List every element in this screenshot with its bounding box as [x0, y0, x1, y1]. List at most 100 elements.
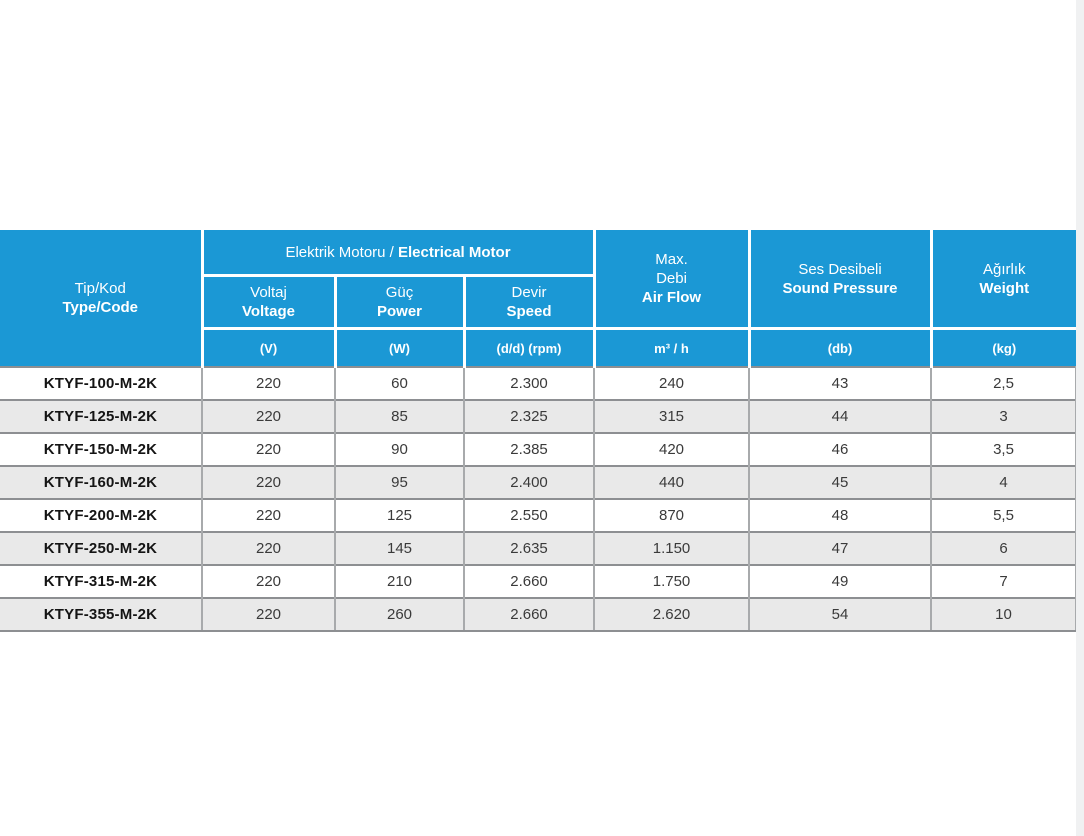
cell-speed: 2.300	[462, 366, 595, 400]
cell-sound-pressure: 45	[748, 465, 932, 499]
unit-speed: (d/d) (rpm)	[462, 328, 595, 367]
cell-type-code: KTYF-250-M-2K	[0, 531, 202, 565]
cell-air-flow: 1.150	[593, 531, 750, 565]
cell-weight: 2,5	[930, 366, 1078, 400]
header-air-flow-en: Air Flow	[641, 289, 702, 306]
header-power: Güç Power	[333, 275, 464, 330]
cell-weight: 6	[930, 531, 1078, 565]
cell-power: 95	[334, 465, 464, 499]
cell-air-flow: 420	[593, 432, 750, 466]
header-electrical-motor-group: Elektrik Motoru / Electrical Motor	[200, 230, 595, 277]
cell-power: 145	[334, 531, 464, 565]
cell-air-flow: 2.620	[593, 597, 750, 632]
cell-air-flow: 1.750	[593, 564, 750, 598]
cell-type-code: KTYF-100-M-2K	[0, 366, 202, 400]
cell-power: 125	[334, 498, 464, 532]
spec-table-body: KTYF-100-M-2K 220 60 2.300 240 43 2,5 KT…	[0, 366, 1078, 632]
table-row: KTYF-315-M-2K 220 210 2.660 1.750 49 7	[0, 564, 1078, 598]
header-air-flow-line1: Max.	[655, 251, 688, 268]
cell-weight: 3	[930, 399, 1078, 433]
cell-weight: 5,5	[930, 498, 1078, 532]
unit-weight: (kg)	[929, 328, 1077, 367]
table-row: KTYF-200-M-2K 220 125 2.550 870 48 5,5	[0, 498, 1078, 532]
unit-voltage: (V)	[200, 328, 335, 367]
cell-air-flow: 315	[593, 399, 750, 433]
table-row: KTYF-100-M-2K 220 60 2.300 240 43 2,5	[0, 366, 1078, 400]
cell-weight: 4	[930, 465, 1078, 499]
header-voltage-en: Voltage	[241, 303, 296, 320]
table-row: KTYF-160-M-2K 220 95 2.400 440 45 4	[0, 465, 1078, 499]
header-motor-group-en: Electrical Motor	[398, 243, 511, 261]
header-voltage: Voltaj Voltage	[200, 275, 335, 330]
page-right-margin	[1076, 0, 1084, 836]
header-sound-pressure-tr: Ses Desibeli	[798, 260, 882, 278]
cell-weight: 7	[930, 564, 1078, 598]
header-voltage-tr: Voltaj	[250, 284, 287, 301]
cell-sound-pressure: 43	[748, 366, 932, 400]
cell-voltage: 220	[201, 498, 335, 532]
unit-air-flow: m³ / h	[592, 328, 750, 367]
cell-air-flow: 240	[593, 366, 750, 400]
cell-power: 210	[334, 564, 464, 598]
cell-voltage: 220	[201, 399, 335, 433]
cell-speed: 2.385	[462, 432, 595, 466]
header-type-code-en: Type/Code	[62, 299, 139, 316]
header-speed: Devir Speed	[462, 275, 595, 330]
table-row: KTYF-150-M-2K 220 90 2.385 420 46 3,5	[0, 432, 1078, 466]
cell-type-code: KTYF-315-M-2K	[0, 564, 202, 598]
table-row: KTYF-250-M-2K 220 145 2.635 1.150 47 6	[0, 531, 1078, 565]
cell-sound-pressure: 54	[748, 597, 932, 632]
cell-power: 85	[334, 399, 464, 433]
table-header: Tip/Kod Type/Code Elektrik Motoru / Elec…	[0, 230, 1077, 367]
cell-type-code: KTYF-200-M-2K	[0, 498, 202, 532]
cell-air-flow: 870	[593, 498, 750, 532]
header-type-code-tr: Tip/Kod	[74, 280, 126, 297]
cell-voltage: 220	[201, 465, 335, 499]
header-weight: Ağırlık Weight	[929, 230, 1077, 330]
header-speed-en: Speed	[506, 303, 552, 320]
cell-power: 260	[334, 597, 464, 632]
cell-speed: 2.550	[462, 498, 595, 532]
header-speed-tr: Devir	[511, 284, 547, 301]
cell-voltage: 220	[201, 597, 335, 632]
cell-power: 60	[334, 366, 464, 400]
cell-speed: 2.325	[462, 399, 595, 433]
cell-speed: 2.400	[462, 465, 595, 499]
cell-type-code: KTYF-150-M-2K	[0, 432, 202, 466]
header-air-flow: Max. Debi Air Flow	[592, 230, 750, 330]
table-row: KTYF-125-M-2K 220 85 2.325 315 44 3	[0, 399, 1078, 433]
cell-voltage: 220	[201, 432, 335, 466]
table-row: KTYF-355-M-2K 220 260 2.660 2.620 54 10	[0, 597, 1078, 632]
cell-sound-pressure: 46	[748, 432, 932, 466]
cell-sound-pressure: 47	[748, 531, 932, 565]
cell-type-code: KTYF-160-M-2K	[0, 465, 202, 499]
header-power-en: Power	[376, 303, 422, 320]
unit-sound-pressure: (db)	[747, 328, 932, 367]
cell-speed: 2.660	[462, 564, 595, 598]
cell-power: 90	[334, 432, 464, 466]
cell-type-code: KTYF-125-M-2K	[0, 399, 202, 433]
header-power-tr: Güç	[385, 284, 414, 301]
cell-voltage: 220	[201, 366, 335, 400]
header-air-flow-line2: Debi	[656, 270, 687, 287]
header-weight-tr: Ağırlık	[983, 260, 1026, 278]
cell-air-flow: 440	[593, 465, 750, 499]
cell-type-code: KTYF-355-M-2K	[0, 597, 202, 632]
cell-weight: 3,5	[930, 432, 1078, 466]
header-sound-pressure-en: Sound Pressure	[782, 279, 898, 297]
cell-sound-pressure: 49	[748, 564, 932, 598]
cell-sound-pressure: 44	[748, 399, 932, 433]
cell-voltage: 220	[201, 531, 335, 565]
cell-sound-pressure: 48	[748, 498, 932, 532]
header-weight-en: Weight	[979, 279, 1030, 297]
header-motor-group-tr: Elektrik Motoru /	[285, 243, 398, 261]
cell-speed: 2.635	[462, 531, 595, 565]
cell-voltage: 220	[201, 564, 335, 598]
specification-table: Tip/Kod Type/Code Elektrik Motoru / Elec…	[0, 230, 1078, 632]
header-type-code: Tip/Kod Type/Code	[0, 230, 202, 367]
header-sound-pressure: Ses Desibeli Sound Pressure	[747, 230, 932, 330]
unit-power: (W)	[333, 328, 464, 367]
cell-weight: 10	[930, 597, 1078, 632]
cell-speed: 2.660	[462, 597, 595, 632]
